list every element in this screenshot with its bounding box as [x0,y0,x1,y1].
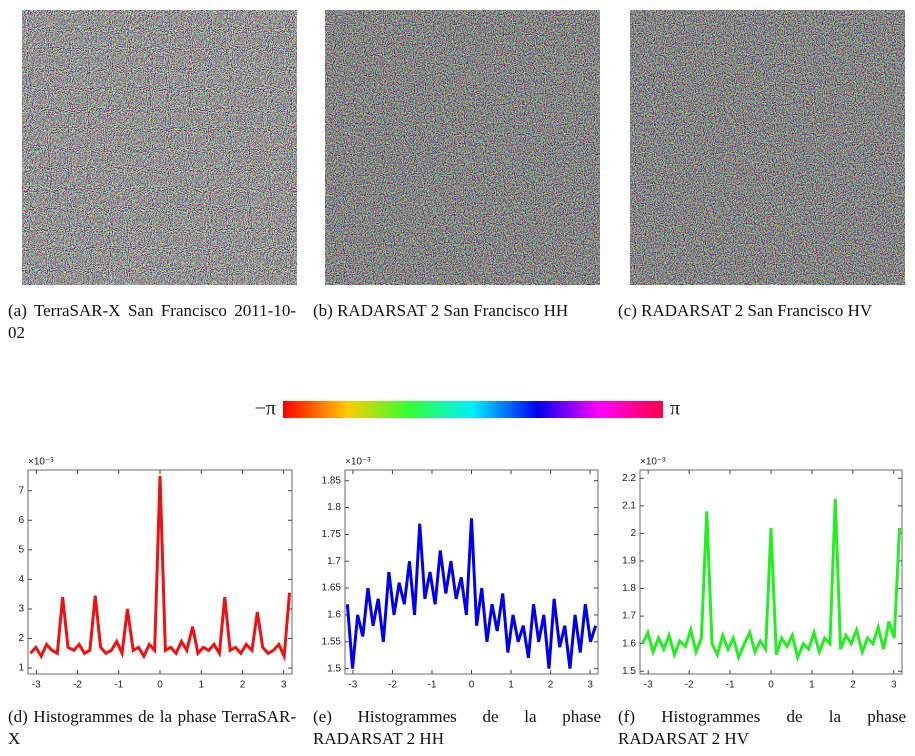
caption: (d) Histogrammes de la phase TerraSAR-X [8,707,296,748]
x-tick-label: 0 [157,680,163,691]
axis-multiplier: ×10⁻³ [28,457,54,468]
colorbar-min: −π [255,398,276,420]
plot-area [344,469,599,675]
y-tick-label: 1.6 [622,638,636,649]
x-tick-label: 2 [548,680,554,691]
x-tick-label: 2 [850,680,856,691]
axis-multiplier: ×10⁻³ [640,457,666,468]
x-tick-label: -3 [32,680,41,691]
y-tick-label: 6 [18,515,24,526]
axis-multiplier: ×10⁻³ [345,457,371,468]
y-tick-label: 2.1 [622,500,636,511]
histogram-line [641,498,902,663]
colorbar-max: π [670,398,680,420]
y-tick-label: 2 [18,633,24,644]
y-tick-label: 1.55 [322,636,342,647]
x-tick-label: -2 [685,680,694,691]
x-tick-label: -3 [348,680,357,691]
y-tick-label: 1 [18,663,24,674]
colorbar [283,401,663,418]
x-tick-label: -1 [428,680,437,691]
x-tick-label: 1 [198,680,204,691]
phase-image [325,10,600,285]
x-tick-label: 0 [768,680,774,691]
x-tick-label: 1 [508,680,514,691]
y-tick-label: 1.8 [327,502,341,513]
y-tick-label: 1.65 [322,583,342,594]
y-tick-label: 2 [630,528,636,539]
x-tick-label: -1 [114,680,123,691]
y-tick-label: 1.5 [327,663,341,674]
phase-image [630,10,905,285]
x-tick-label: 3 [891,680,897,691]
x-tick-label: -2 [388,680,397,691]
x-tick-label: -3 [644,680,653,691]
y-tick-label: 1.7 [622,611,636,622]
x-tick-label: 3 [281,680,287,691]
y-tick-label: 3 [18,604,24,615]
x-tick-label: 3 [587,680,593,691]
x-tick-label: -2 [73,680,82,691]
x-tick-label: 2 [240,680,246,691]
x-tick-label: -1 [726,680,735,691]
y-tick-label: 1.6 [327,610,341,621]
phase-image [22,10,297,285]
x-tick-label: 1 [809,680,815,691]
y-tick-label: 1.9 [622,556,636,567]
caption: (c) RADARSAT 2 San Francisco HV [618,301,873,320]
caption: (b) RADARSAT 2 San Francisco HH [313,301,569,320]
caption: (f) Histogrammes de la phase RADARSAT 2 … [618,707,906,748]
y-tick-label: 2.2 [622,473,636,484]
histogram-line [345,518,598,669]
y-tick-label: 1.8 [622,583,636,594]
x-tick-label: 0 [469,680,475,691]
y-tick-label: 4 [18,574,24,585]
caption: (a) TerraSAR-X San Francisco 2011-10-02 [8,301,296,342]
y-tick-label: 1.5 [622,666,636,677]
histogram-line [29,475,292,663]
y-tick-label: 1.75 [322,529,342,540]
y-tick-label: 7 [18,485,24,496]
y-tick-label: 1.85 [322,475,342,486]
y-tick-label: 1.7 [327,556,341,567]
caption: (e) Histogrammes de la phase RADARSAT 2 … [313,707,601,748]
y-tick-label: 5 [18,544,24,555]
